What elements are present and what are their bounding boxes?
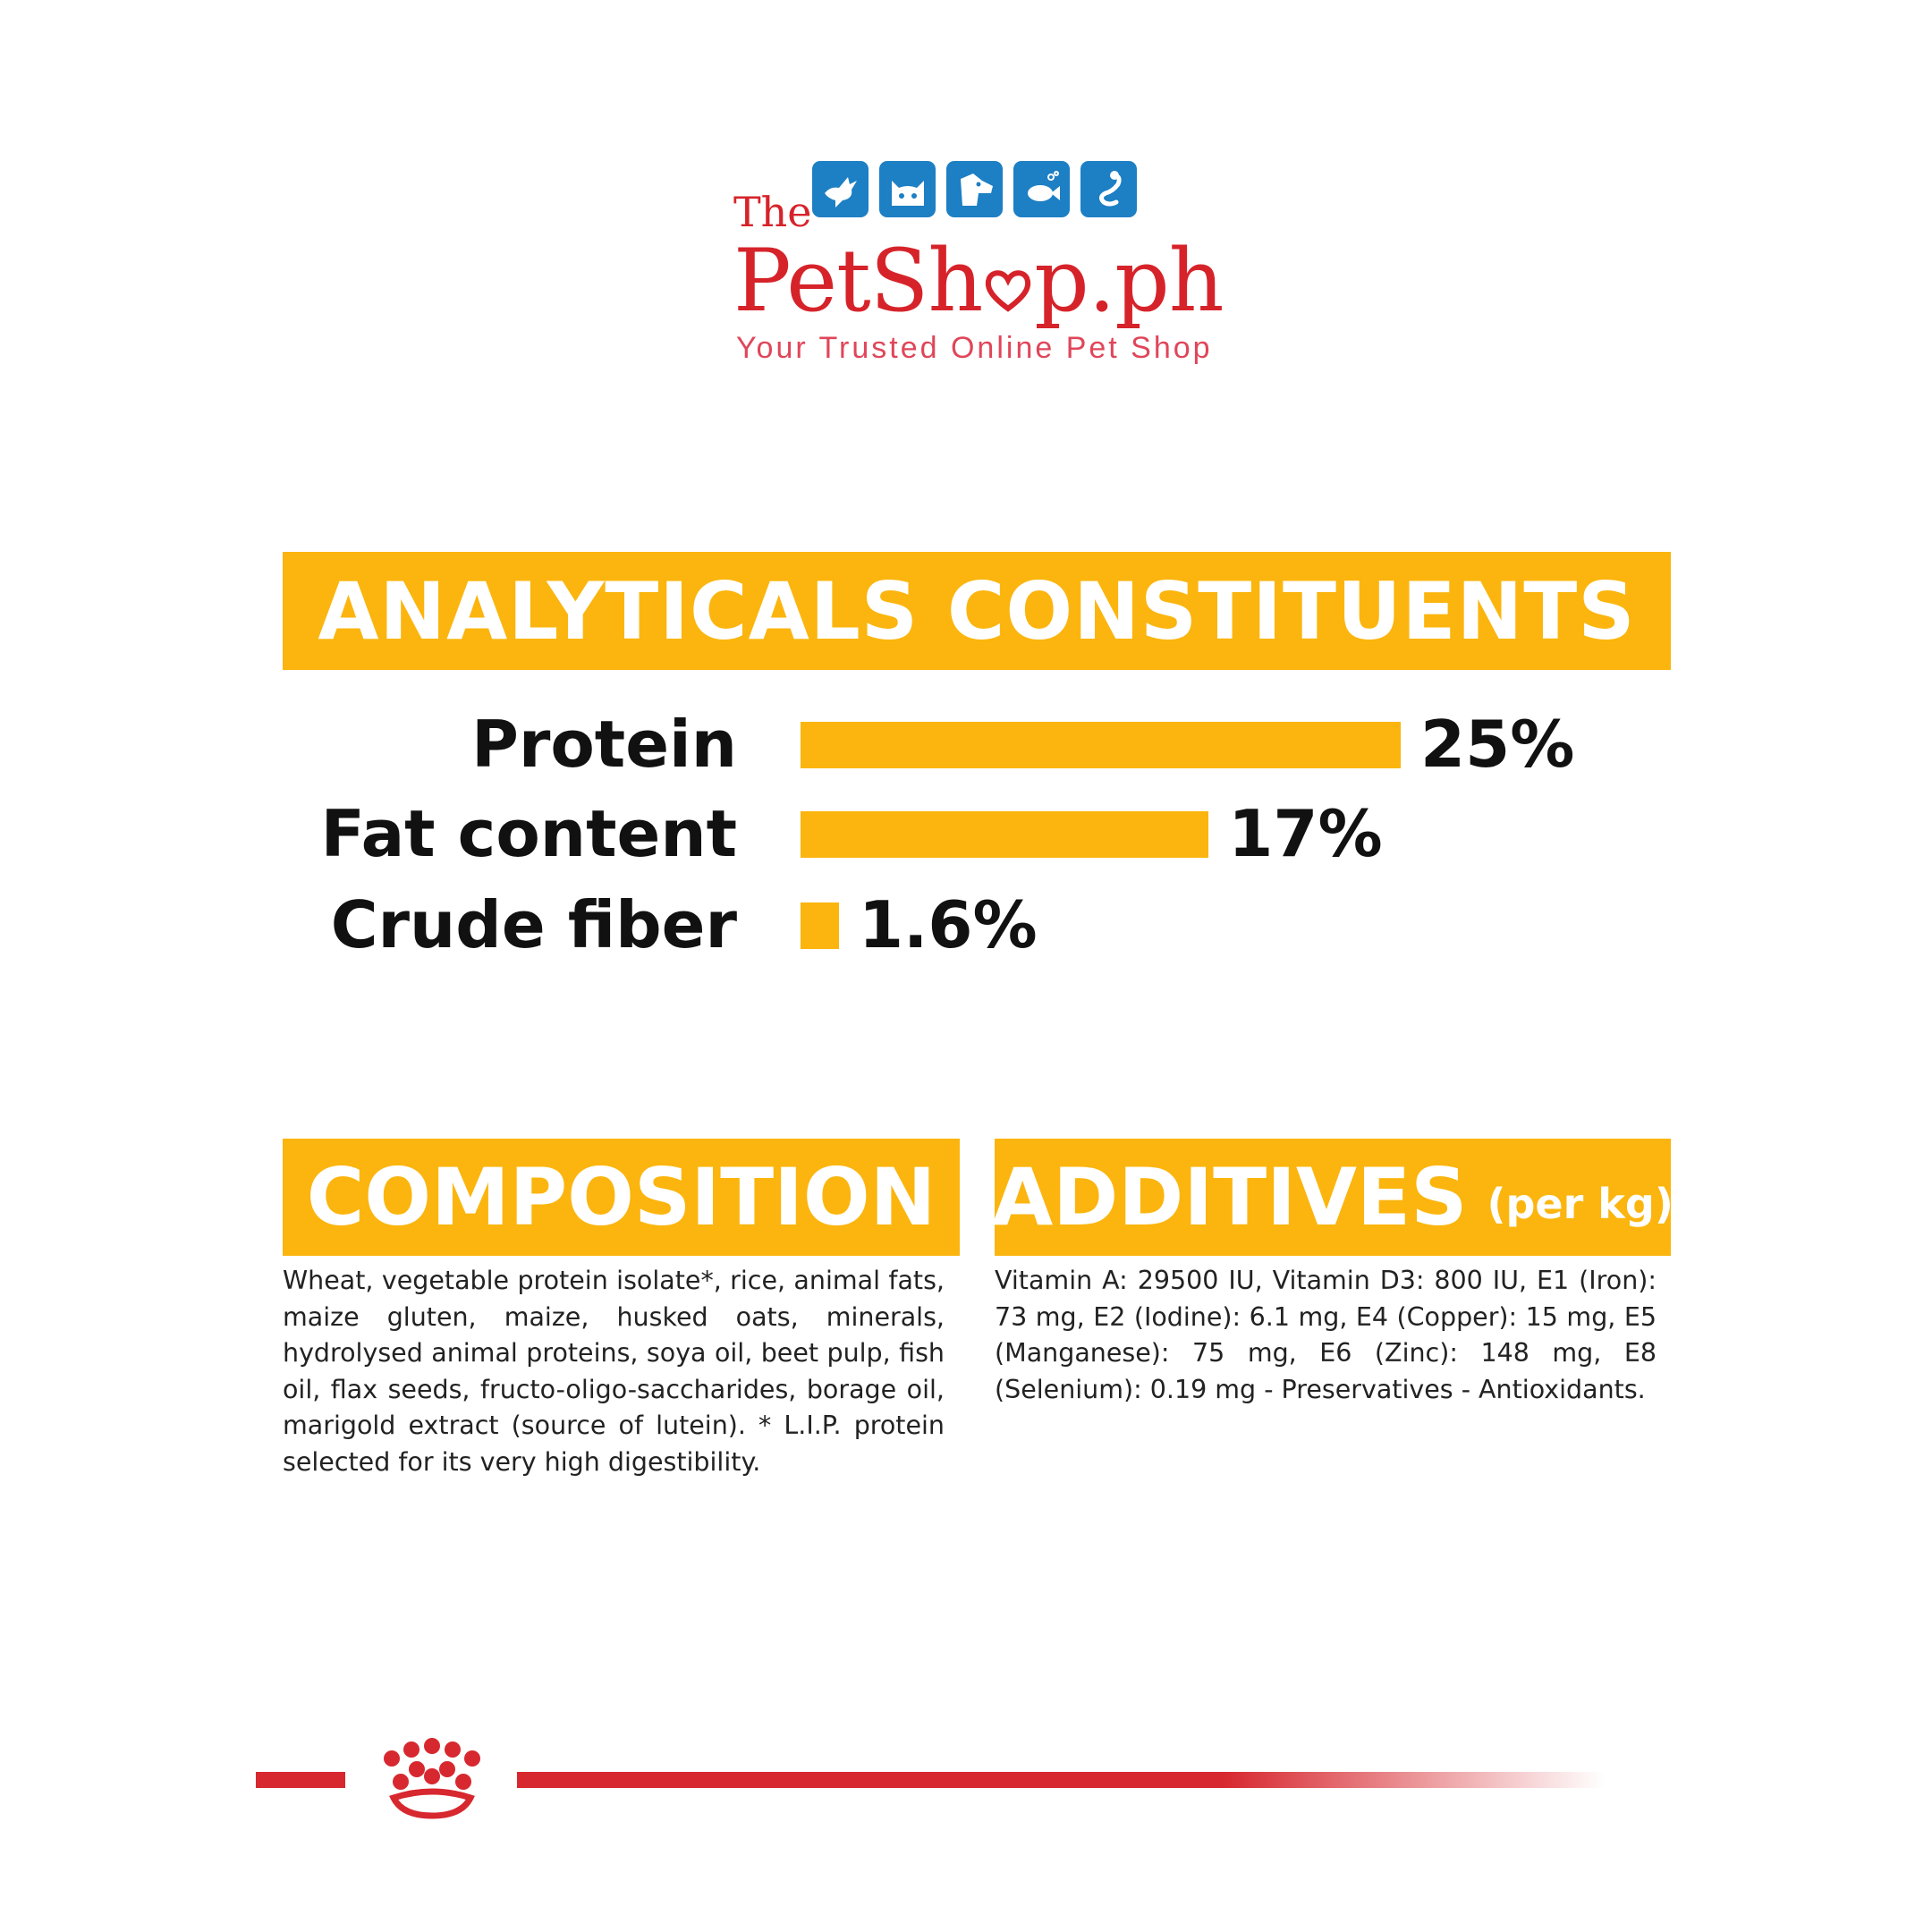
snake-icon xyxy=(1080,161,1137,217)
logo-wordmark-left: PetSh xyxy=(733,231,983,331)
logo-tagline: Your Trusted Online Pet Shop xyxy=(736,331,1213,365)
fat-content-label: Fat content xyxy=(320,796,737,871)
protein-bar xyxy=(801,722,1401,768)
bird-icon xyxy=(812,161,869,217)
cat-icon xyxy=(879,161,936,217)
pet-category-tiles xyxy=(812,161,1137,217)
logo-the-text: The xyxy=(733,188,812,236)
crude-fiber-value: 1.6% xyxy=(858,887,1038,962)
composition-text: Wheat, vegetable protein isolate*, rice,… xyxy=(283,1266,945,1477)
fat-content-bar xyxy=(801,811,1209,858)
analytics-title: ANALYTICALS CONSTITUENTS xyxy=(318,564,1636,657)
crude-fiber-label: Crude fiber xyxy=(330,887,737,962)
additives-title-banner: ADDITIVES (per kg) xyxy=(992,1139,1674,1256)
heart-icon xyxy=(986,270,1031,312)
fish-icon xyxy=(1013,161,1070,217)
royal-canin-crown-icon xyxy=(384,1738,480,1819)
crude-fiber-bar xyxy=(801,902,839,949)
additives-title-suffix: (per kg) xyxy=(1487,1179,1674,1228)
composition-title: COMPOSITION xyxy=(306,1151,936,1243)
additives-title: ADDITIVES xyxy=(992,1151,1468,1243)
footer-line-right xyxy=(517,1772,1605,1788)
logo-wordmark-right: p.ph xyxy=(1034,231,1224,331)
protein-label: Protein xyxy=(471,707,737,782)
shop-logo: The PetSh p.ph Your Trusted Online Pet Sh… xyxy=(733,161,1234,376)
fat-content-value: 17% xyxy=(1228,796,1383,871)
protein-value: 25% xyxy=(1420,707,1575,782)
composition-title-banner: COMPOSITION xyxy=(283,1139,960,1256)
dog-icon xyxy=(946,161,1003,217)
footer-line-left xyxy=(256,1772,345,1788)
additives-text: Vitamin A: 29500 IU, Vitamin D3: 800 IU,… xyxy=(995,1266,1657,1404)
logo-wordmark: PetSh p.ph xyxy=(733,231,1224,331)
analytics-title-banner: ANALYTICALS CONSTITUENTS xyxy=(283,552,1671,670)
